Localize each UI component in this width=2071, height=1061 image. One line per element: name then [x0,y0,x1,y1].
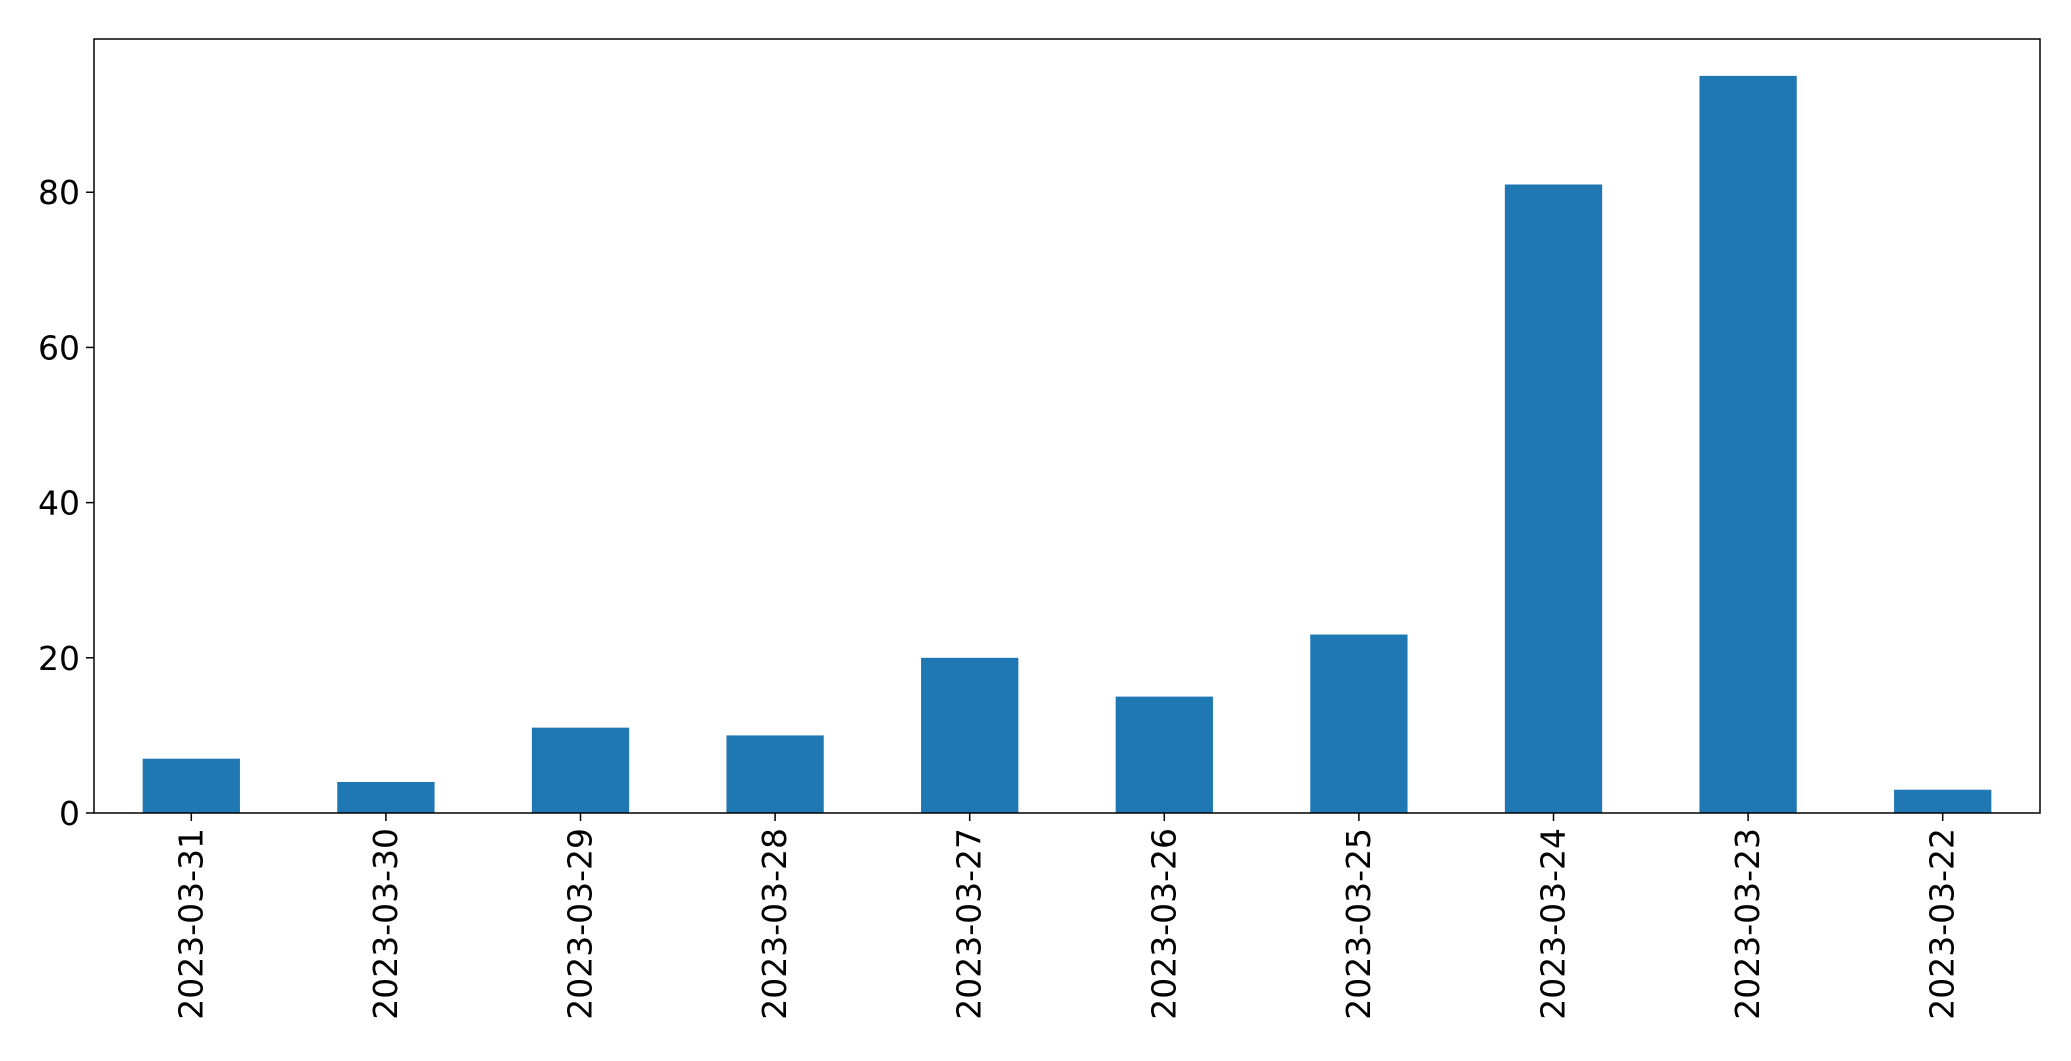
x-tick-label: 2023-03-22 [1923,828,1962,1020]
x-tick-label: 2023-03-27 [950,828,989,1020]
x-tick-label: 2023-03-28 [755,828,794,1020]
bar-2023-03-25 [1310,634,1408,813]
bar-2023-03-31 [142,758,240,813]
bar-2023-03-23 [1699,75,1797,814]
plot-area-frame [93,38,2041,814]
y-tick-label: 40 [38,484,80,523]
bar-2023-03-27 [921,657,1019,813]
x-tick-label: 2023-03-26 [1144,828,1183,1020]
bar-2023-03-24 [1504,184,1603,814]
bar-2023-03-29 [531,727,630,813]
y-tick-label: 20 [38,639,80,678]
bar-2023-03-28 [726,735,824,813]
bar-2023-03-22 [1894,789,1992,813]
x-tick-label: 2023-03-23 [1728,828,1767,1020]
y-tick-label: 60 [38,328,80,367]
bar-2023-03-26 [1115,696,1213,813]
x-tick-label: 2023-03-30 [366,828,405,1020]
bars-layer [142,75,1992,814]
y-tick-label: 0 [59,794,80,833]
ticks-layer: 2023-03-31 2023-03-30 2023-03-29 2023-03-28… [38,173,1962,1020]
x-tick-label: 2023-03-31 [171,828,210,1020]
x-tick-label: 2023-03-24 [1534,828,1573,1020]
x-tick-label: 2023-03-29 [561,828,600,1020]
bar-2023-03-30 [337,781,435,813]
x-tick-label: 2023-03-25 [1339,828,1378,1020]
y-tick-label: 80 [38,173,80,212]
